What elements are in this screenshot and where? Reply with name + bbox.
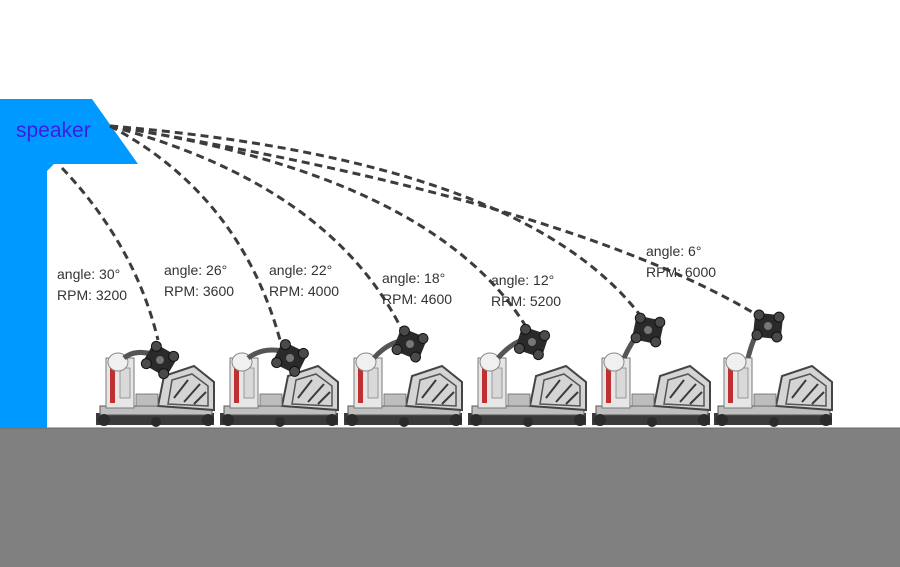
shooter-head-6 xyxy=(751,309,785,343)
shot-rpm: RPM: 4000 xyxy=(269,283,340,299)
shot-label-3: angle: 22° RPM: 4000 xyxy=(269,260,339,302)
trajectory-2 xyxy=(109,124,282,341)
shot-rpm: RPM: 6000 xyxy=(646,264,717,280)
shot-angle: angle: 18° xyxy=(382,270,446,286)
trajectory-3 xyxy=(109,124,404,331)
robot-6 xyxy=(713,309,833,428)
robot-4 xyxy=(467,322,587,428)
robot-3 xyxy=(343,323,463,428)
trajectory-5 xyxy=(109,124,642,316)
speaker-label: speaker xyxy=(16,119,91,142)
trajectory-1 xyxy=(60,166,160,341)
shot-rpm: RPM: 4600 xyxy=(382,291,453,307)
shot-label-4: angle: 18° RPM: 4600 xyxy=(382,268,452,310)
robot-5 xyxy=(591,311,711,428)
shot-angle: angle: 12° xyxy=(491,272,555,288)
robot-1 xyxy=(95,339,215,428)
speaker-structure xyxy=(0,99,138,428)
shot-angle: angle: 22° xyxy=(269,262,333,278)
shot-rpm: RPM: 3600 xyxy=(164,283,235,299)
trajectory-6 xyxy=(109,124,753,314)
shot-label-6: angle: 6° RPM: 6000 xyxy=(646,241,716,283)
shot-rpm: RPM: 5200 xyxy=(491,293,562,309)
robot-2 xyxy=(219,337,339,428)
shot-label-2: angle: 26° RPM: 3600 xyxy=(164,260,234,302)
shooter-head-5 xyxy=(629,311,667,349)
shooter-head-3 xyxy=(389,323,431,365)
shot-angle: angle: 30° xyxy=(57,266,121,282)
trajectories xyxy=(60,124,753,341)
shot-angle: angle: 6° xyxy=(646,243,702,259)
floor xyxy=(0,428,900,567)
shot-angle: angle: 26° xyxy=(164,262,228,278)
shot-label-5: angle: 12° RPM: 5200 xyxy=(491,270,561,312)
shot-rpm: RPM: 3200 xyxy=(57,287,128,303)
shooter-head-4 xyxy=(512,322,552,362)
shot-label-1: angle: 30° RPM: 3200 xyxy=(57,264,127,306)
